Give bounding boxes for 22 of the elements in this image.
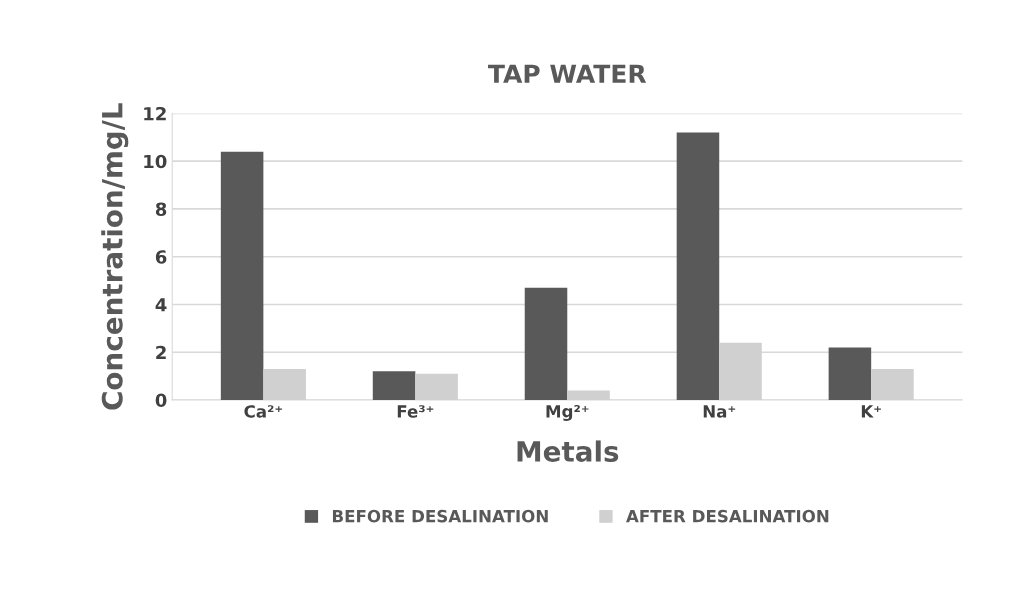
x-tick-label: Mg²⁺ bbox=[546, 405, 589, 421]
y-tick-label: 8 bbox=[155, 202, 167, 217]
x-tick-label: K⁺ bbox=[861, 405, 881, 418]
x-axis-title: Metals bbox=[517, 440, 619, 462]
y-axis-title: Concentration/mg/L bbox=[101, 103, 129, 410]
x-tick-label: Na⁺ bbox=[703, 405, 736, 418]
chart-title: TAP WATER bbox=[488, 64, 647, 83]
bar bbox=[372, 371, 416, 400]
x-tick-label: Fe³⁺ bbox=[397, 405, 434, 418]
y-tick-label: 6 bbox=[155, 250, 167, 264]
bar bbox=[524, 287, 568, 400]
legend-label: AFTER DESALINATION bbox=[626, 509, 829, 523]
y-tick-label: 0 bbox=[155, 393, 167, 408]
bar bbox=[220, 151, 264, 400]
y-tick-label: 2 bbox=[156, 345, 166, 360]
legend-label: BEFORE DESALINATION bbox=[332, 509, 548, 523]
y-tick-label: 10 bbox=[144, 154, 167, 169]
bar bbox=[828, 347, 872, 400]
y-tick-label: 4 bbox=[155, 298, 167, 312]
y-tick-label: 12 bbox=[144, 106, 166, 121]
bar bbox=[676, 132, 720, 400]
x-tick-label: Ca²⁺ bbox=[244, 405, 283, 418]
